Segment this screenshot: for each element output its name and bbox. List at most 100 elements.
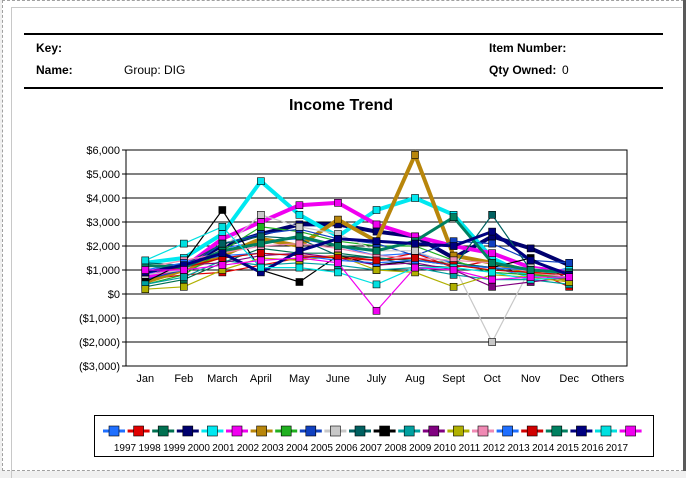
report-header: Key: Name: Group: DIG Item Number: Qty O… — [24, 33, 663, 89]
y-tick-label: $6,000 — [86, 145, 120, 157]
data-point — [372, 237, 381, 245]
legend-label: 2016 — [581, 443, 604, 454]
legend-marker — [576, 425, 587, 437]
data-point — [449, 266, 458, 274]
data-point — [295, 278, 304, 286]
x-tick-label: April — [250, 373, 272, 385]
data-point — [218, 239, 227, 248]
legend-marker — [280, 425, 292, 437]
legend-entry: 2001 — [201, 425, 235, 454]
data-point — [295, 239, 304, 248]
legend-label: 2013 — [507, 443, 530, 454]
legend-marker — [207, 425, 218, 437]
legend-entry: 2016 — [570, 425, 604, 454]
y-tick-label: $5,000 — [86, 169, 120, 181]
legend-marker — [305, 425, 317, 437]
qty-owned-value: 0 — [562, 63, 569, 77]
legend-marker — [108, 425, 120, 437]
x-tick-label: Jan — [136, 373, 154, 385]
series-line — [144, 200, 570, 280]
data-point — [334, 258, 342, 267]
y-tick-label: ($2,000) — [79, 337, 120, 349]
data-point — [411, 247, 419, 255]
data-point — [488, 239, 496, 248]
chart-title: Income Trend — [289, 97, 393, 114]
data-point — [257, 232, 265, 241]
data-point — [180, 266, 188, 274]
legend-marker — [403, 425, 415, 437]
legend-marker — [600, 425, 612, 437]
legend-marker — [477, 425, 489, 437]
legend-entry: 2017 — [595, 425, 629, 454]
legend-entry: 2003 — [250, 425, 284, 454]
x-tick-label: Feb — [174, 373, 193, 385]
legend-marker — [231, 425, 243, 437]
data-point — [334, 242, 342, 250]
data-point — [411, 194, 419, 202]
data-point — [488, 282, 496, 291]
data-point — [411, 239, 419, 248]
data-point — [295, 223, 304, 231]
x-axis-ticks: Jan Feb March April May June July Aug Sept Oct Nov… — [136, 373, 624, 385]
window-scrollbar-edge[interactable] — [683, 0, 686, 471]
legend-entry: 2013 — [496, 425, 530, 454]
data-point — [257, 256, 265, 265]
data-point — [257, 223, 265, 231]
legend-label: 2017 — [606, 443, 629, 454]
legend-marker — [379, 425, 390, 437]
data-point — [334, 215, 342, 224]
data-point — [488, 227, 496, 236]
legend-marker — [256, 425, 267, 437]
legend-marker — [330, 425, 341, 437]
plot-area — [125, 149, 628, 367]
legend-entry: 2006 — [324, 425, 358, 454]
data-point — [334, 268, 342, 277]
legend-marker — [526, 425, 538, 437]
legend-label: 1997 — [114, 443, 137, 454]
legend-label: 2008 — [384, 443, 407, 454]
x-tick-label: July — [367, 373, 387, 385]
legend-label: 2014 — [532, 443, 555, 454]
x-tick-label: March — [207, 373, 238, 385]
legend-entry: 2012 — [472, 425, 506, 454]
data-point — [449, 242, 458, 250]
data-point — [257, 177, 265, 185]
key-label: Key: — [36, 41, 63, 55]
series-line — [145, 252, 570, 276]
data-point — [526, 256, 535, 265]
data-point — [372, 256, 381, 265]
series-line — [145, 213, 570, 273]
x-tick-label: Nov — [521, 373, 541, 385]
legend-entry: 2011 — [447, 425, 481, 454]
data-point — [180, 273, 188, 282]
legend-marker — [354, 425, 366, 437]
legend-marker — [133, 425, 144, 437]
series-line — [145, 254, 570, 290]
data-point — [565, 258, 573, 267]
data-point — [218, 249, 227, 257]
data-point — [526, 244, 535, 253]
data-point — [411, 151, 419, 159]
data-point — [295, 201, 304, 209]
data-point — [411, 254, 419, 262]
x-tick-label: Oct — [484, 373, 501, 385]
data-point — [218, 261, 227, 270]
legend-entry: 2014 — [521, 425, 555, 454]
legend-label: 1998 — [138, 443, 161, 454]
data-point — [526, 273, 535, 282]
data-point — [372, 220, 381, 229]
x-tick-label: June — [326, 373, 350, 385]
series-line — [144, 222, 570, 280]
legend-entry: 1998 — [127, 425, 161, 454]
legend-entry: 2002 — [226, 425, 260, 454]
data-point — [372, 247, 381, 255]
legend-entry: 2007 — [349, 425, 383, 454]
legend-entry: 2005 — [299, 425, 333, 454]
legend-entry: 2004 — [275, 425, 309, 454]
legend-entry — [619, 425, 642, 437]
data-point — [488, 258, 496, 267]
legend-entry: 2010 — [422, 425, 456, 454]
data-point — [449, 282, 458, 291]
legend-label: 2012 — [483, 443, 506, 454]
